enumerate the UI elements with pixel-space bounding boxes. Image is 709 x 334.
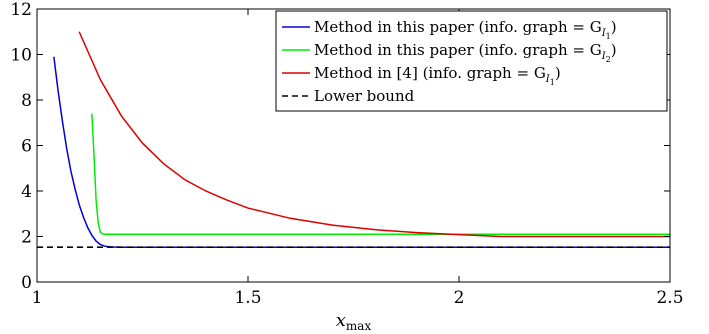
ticks-layer: 1 1.5 2 2.5 0 2 4 6 8 10 12 bbox=[10, 0, 683, 308]
legend: Method in this paper (info. graph = GI1)… bbox=[275, 10, 668, 112]
series-layer bbox=[37, 31, 670, 248]
x-axis-title-subscript: max bbox=[346, 319, 372, 333]
x-tick-label: 1.5 bbox=[234, 288, 261, 308]
y-tick-label: 2 bbox=[21, 228, 32, 248]
y-tick-label: 12 bbox=[10, 0, 32, 20]
legend-label-2: Method in this paper (info. graph = GI2) bbox=[314, 41, 617, 64]
x-tick-label: 2 bbox=[454, 288, 465, 308]
x-tick-label: 1 bbox=[32, 288, 43, 308]
y-tick-label: 0 bbox=[21, 273, 32, 293]
series-line-1 bbox=[53, 56, 670, 248]
legend-label-4: Lower bound bbox=[314, 87, 415, 105]
y-tick-label: 8 bbox=[21, 91, 32, 111]
series-line-2 bbox=[91, 113, 670, 235]
x-axis-title: xmax bbox=[336, 310, 372, 333]
series-line-3 bbox=[78, 31, 670, 238]
y-tick-label: 6 bbox=[21, 137, 32, 157]
legend-label-3: Method in [4] (info. graph = GI1) bbox=[314, 64, 561, 87]
y-tick-label: 4 bbox=[21, 182, 32, 202]
legend-box bbox=[275, 10, 668, 112]
x-axis-title-main: x bbox=[336, 310, 346, 331]
x-tick-label: 2.5 bbox=[656, 288, 683, 308]
legend-label-1: Method in this paper (info. graph = GI1) bbox=[314, 18, 617, 41]
y-tick-label: 10 bbox=[10, 46, 32, 66]
